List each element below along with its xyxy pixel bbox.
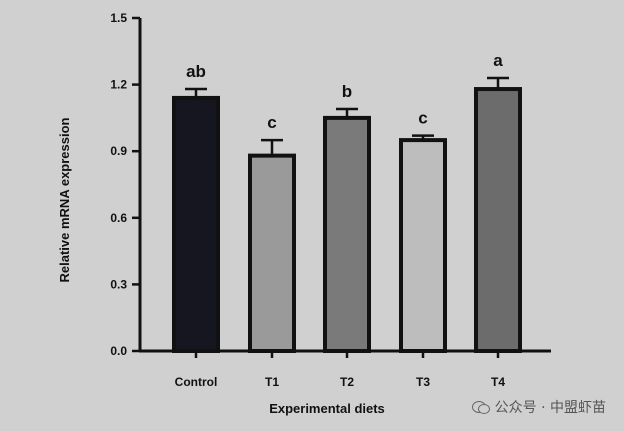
y-tick-label: 0.9 (110, 144, 127, 158)
x-tick-label-t4: T4 (491, 375, 505, 389)
x-tick-label-t1: T1 (265, 375, 279, 389)
watermark-text: 公众号 · 中盟虾苗 (494, 400, 606, 416)
x-axis-title: Experimental diets (269, 401, 385, 416)
significance-label-t4: a (493, 51, 503, 70)
watermark: 公众号 · 中盟虾苗 (471, 397, 606, 417)
bar-t4 (474, 87, 522, 353)
bar-control (172, 95, 220, 353)
y-axis-title: Relative mRNA expression (57, 117, 72, 282)
y-tick-label: 0.3 (110, 277, 127, 291)
significance-label-t2: b (342, 82, 352, 101)
x-tick-label-t3: T3 (416, 375, 430, 389)
y-tick-label: 1.2 (110, 78, 127, 92)
significance-label-control: ab (186, 62, 206, 81)
significance-label-t1: c (267, 113, 276, 132)
bar-t2 (323, 115, 371, 354)
y-tick-label: 1.5 (110, 11, 127, 25)
wechat-icon (471, 400, 490, 414)
bar-t3 (399, 138, 447, 353)
x-tick-label-t2: T2 (340, 375, 354, 389)
bar-t1 (248, 153, 296, 353)
y-tick-label: 0.0 (110, 344, 127, 358)
x-tick-label-control: Control (175, 375, 218, 389)
significance-label-t3: c (418, 109, 427, 128)
y-tick-label: 0.6 (110, 211, 127, 225)
